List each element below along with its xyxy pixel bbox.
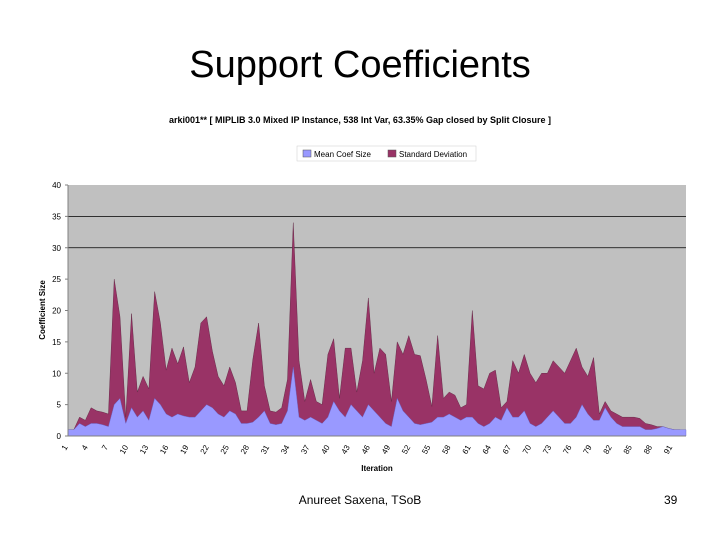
chart-title: arki001** [ MIPLIB 3.0 Mixed IP Instance… <box>169 115 551 125</box>
gridlines <box>68 215 686 249</box>
x-tick-label: 10 <box>118 443 131 456</box>
x-tick-label: 46 <box>360 443 373 456</box>
x-axis-label: Iteration <box>361 464 393 473</box>
y-tick-label: 10 <box>52 369 61 378</box>
x-tick-label: 13 <box>138 443 151 456</box>
y-axis-label: Coefficient Size <box>38 280 47 340</box>
x-tick-label: 76 <box>561 443 574 456</box>
y-tick-label: 20 <box>52 307 61 316</box>
x-tick-label: 4 <box>80 443 90 452</box>
x-tick-label: 16 <box>158 443 171 456</box>
x-tick-label: 34 <box>279 443 292 456</box>
chart-legend: Mean Coef Size Standard Deviation <box>296 145 477 162</box>
x-tick-label: 67 <box>501 443 514 456</box>
legend-label-mean-coef-size: Mean Coef Size <box>314 150 371 159</box>
x-tick-label: 52 <box>400 443 413 456</box>
x-tick-label: 88 <box>642 443 655 456</box>
x-tick-label: 22 <box>199 443 212 456</box>
legend-label-standard-deviation: Standard Deviation <box>399 150 467 159</box>
legend-swatch-mean-coef-size <box>302 149 312 158</box>
x-tick-label: 85 <box>622 443 635 456</box>
y-tick-label: 0 <box>57 432 62 441</box>
x-tick-label: 7 <box>100 443 110 452</box>
x-tick-label: 64 <box>481 443 494 456</box>
x-tick-label: 82 <box>602 443 615 456</box>
x-tick-label: 58 <box>440 443 453 456</box>
x-tick-label: 40 <box>319 443 332 456</box>
x-tick-label: 91 <box>662 443 675 456</box>
x-tick-label: 25 <box>219 443 232 456</box>
x-tick-label: 1 <box>60 443 70 452</box>
y-tick-label: 30 <box>52 244 61 253</box>
y-tick-label: 35 <box>52 212 61 221</box>
x-tick-label: 55 <box>420 443 433 456</box>
x-tick-label: 28 <box>239 443 252 456</box>
series-area-standard-deviation <box>68 222 681 430</box>
x-tick-label: 49 <box>380 443 393 456</box>
page-number: 39 <box>664 493 678 507</box>
x-tick-label: 61 <box>461 443 474 456</box>
y-tick-label: 25 <box>52 275 61 284</box>
x-tick-label: 31 <box>259 443 272 456</box>
y-tick-label: 40 <box>52 181 61 190</box>
x-tick-label: 19 <box>178 443 191 456</box>
x-tick-label: 79 <box>581 443 594 456</box>
y-tick-label: 15 <box>52 338 61 347</box>
footer-author: Anureet Saxena, TSoB <box>298 493 422 507</box>
x-tick-label: 73 <box>541 443 554 456</box>
slide-title: Support Coefficients <box>189 44 531 86</box>
x-axis-ticks: 1 4 7 10 13 16 19 22 25 28 31 34 37 40 43 46 49 52 55 58 61 6… <box>60 443 675 456</box>
legend-swatch-standard-deviation <box>387 149 397 158</box>
y-axis-ticks: 0 5 10 15 20 25 30 35 40 <box>52 181 68 441</box>
x-tick-label: 43 <box>340 443 353 456</box>
y-tick-label: 5 <box>57 401 62 410</box>
x-tick-label: 37 <box>299 443 312 456</box>
x-tick-label: 70 <box>521 443 534 456</box>
